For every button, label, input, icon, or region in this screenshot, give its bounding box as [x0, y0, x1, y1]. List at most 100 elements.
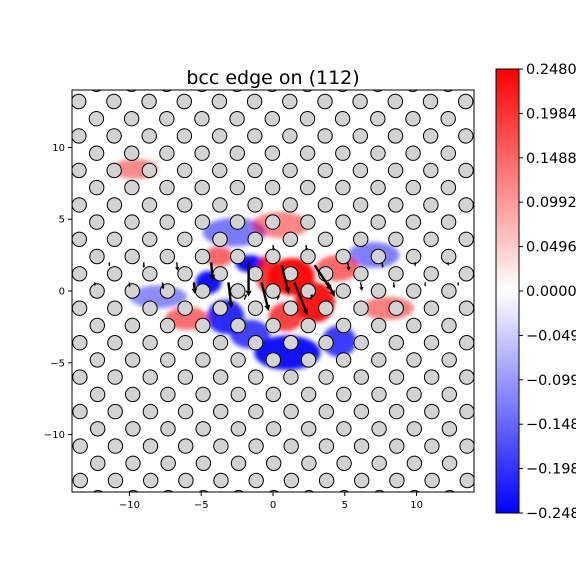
colorbar-tick-label: 0.0496 — [526, 240, 576, 256]
atom — [230, 455, 247, 471]
y-tick-label: 0 — [59, 287, 65, 298]
displacement-arrow — [346, 262, 351, 271]
atom — [89, 179, 105, 196]
atom — [212, 231, 228, 248]
atom — [406, 283, 422, 299]
atom — [441, 352, 457, 368]
atom — [90, 421, 106, 437]
displacement-arrow — [175, 262, 180, 271]
atom — [124, 179, 140, 196]
atom — [353, 438, 370, 454]
atom — [229, 111, 245, 127]
atom — [160, 386, 176, 403]
atom — [318, 300, 334, 316]
atom — [72, 93, 87, 110]
atom — [229, 214, 246, 230]
atom — [423, 266, 439, 282]
atom — [370, 248, 387, 265]
atom — [106, 231, 123, 248]
atom — [265, 421, 282, 437]
atom — [124, 248, 140, 265]
atom — [160, 352, 176, 368]
atom — [230, 283, 246, 299]
x-tick-label: −10 — [119, 500, 140, 511]
atom — [106, 266, 123, 282]
atom — [423, 369, 440, 385]
atom — [387, 128, 404, 144]
y-tick-label: −10 — [44, 430, 65, 441]
atom — [283, 438, 299, 454]
atom — [370, 214, 386, 230]
x-tick-label: 5 — [342, 500, 348, 511]
atom — [458, 300, 474, 316]
atom — [176, 128, 193, 144]
atom — [248, 472, 264, 489]
atom — [230, 386, 247, 403]
atom — [405, 179, 421, 196]
atom — [72, 197, 87, 213]
atom — [90, 455, 106, 471]
atom — [335, 214, 351, 230]
atom — [423, 231, 439, 248]
atom — [303, 490, 315, 492]
atom — [424, 403, 440, 420]
displacement-arrow — [424, 282, 427, 287]
atom — [317, 231, 334, 248]
atom — [371, 455, 387, 471]
atom — [283, 403, 299, 420]
atom — [388, 231, 404, 248]
colorbar-tick-label: 0.1488 — [526, 151, 576, 167]
atom — [318, 472, 335, 489]
displacement-arrow — [108, 262, 111, 267]
atom — [406, 352, 422, 368]
atom — [265, 248, 281, 265]
y-tick-label: −5 — [50, 358, 65, 369]
atom — [300, 214, 316, 230]
displacement-arrow — [280, 264, 291, 294]
atom — [177, 369, 194, 385]
colorbar-tick-label: −0.1488 — [526, 417, 576, 433]
atom — [194, 214, 211, 230]
atom — [177, 197, 193, 213]
atom — [317, 128, 333, 144]
atom — [405, 248, 422, 265]
atom — [142, 231, 158, 248]
atom — [229, 145, 246, 161]
atom — [265, 317, 281, 334]
atom — [372, 90, 383, 92]
atom — [88, 111, 105, 127]
atom — [406, 455, 423, 471]
atom — [123, 111, 140, 127]
atom — [107, 369, 123, 385]
atom — [176, 162, 193, 179]
atom — [233, 490, 244, 492]
colorbar-tick-label: 0.1984 — [526, 106, 576, 122]
atom — [89, 248, 105, 265]
atom — [247, 335, 264, 351]
atom — [106, 93, 122, 110]
atom — [283, 300, 299, 316]
atom — [161, 90, 172, 92]
atom — [72, 403, 88, 420]
atom — [440, 111, 456, 127]
atom — [424, 438, 440, 454]
atom — [142, 369, 158, 385]
colorbar-tick-label: 0.0992 — [526, 195, 576, 211]
atom — [160, 421, 176, 437]
atom — [248, 403, 264, 420]
atom — [336, 386, 352, 403]
colorbar: 0.2480 0.1984 0.1488 0.0992 0.0496 0.0000 −0.0… — [495, 62, 576, 522]
atom — [141, 197, 158, 213]
atom — [230, 352, 246, 368]
atom — [247, 128, 263, 144]
atom — [371, 317, 387, 334]
atom — [212, 266, 228, 282]
displacement-arrow — [359, 282, 364, 291]
atom — [106, 128, 122, 144]
atom — [441, 421, 458, 437]
atom — [334, 111, 351, 127]
atom — [440, 214, 457, 230]
atom — [459, 335, 474, 351]
atom — [125, 455, 141, 471]
atom — [159, 145, 175, 161]
